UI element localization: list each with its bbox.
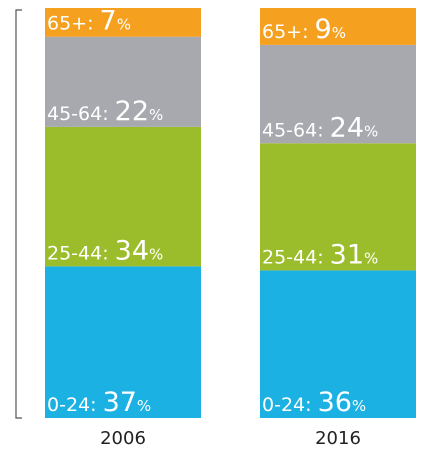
segment-label: 25-44: 31%: [262, 239, 378, 270]
bar-segment: [45, 126, 201, 267]
segment-label: 45-64: 24%: [262, 112, 378, 143]
bar-segment: [45, 266, 201, 418]
bar-segment: [45, 36, 201, 127]
x-tick-label: 2016: [315, 428, 361, 449]
bar-segment: [260, 143, 416, 271]
segment-label: 65+: 7%: [47, 6, 131, 37]
segment-label: 65+: 9%: [262, 14, 346, 45]
bar-segment: [45, 8, 201, 37]
bar-segment: [260, 8, 416, 45]
axis-bracket: [15, 9, 22, 419]
bar-segment: [260, 44, 416, 144]
segment-label: 0-24: 36%: [262, 387, 366, 418]
segment-label: 0-24: 37%: [47, 387, 151, 418]
bar-segment: [260, 270, 416, 418]
x-tick-label: 2006: [100, 428, 146, 449]
segment-label: 45-64: 22%: [47, 96, 163, 127]
segment-label: 25-44: 34%: [47, 235, 163, 266]
